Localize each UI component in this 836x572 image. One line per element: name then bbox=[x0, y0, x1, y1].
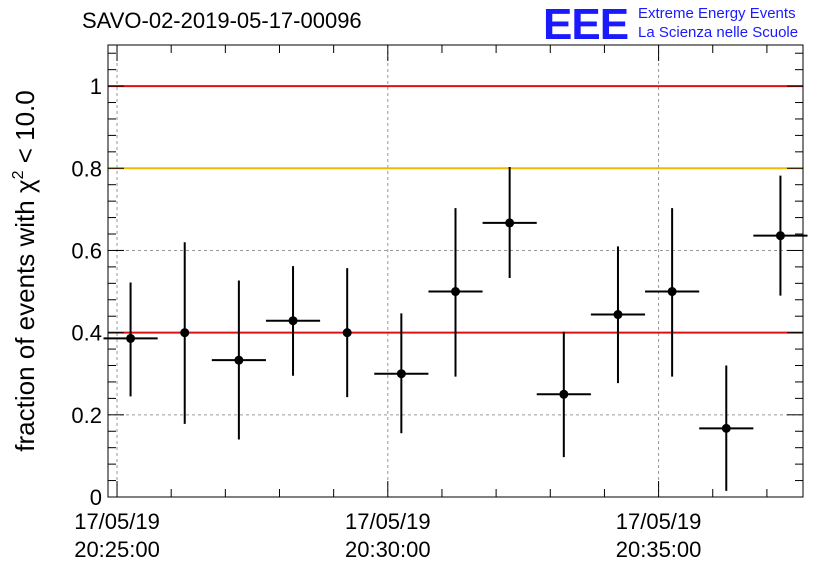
data-point bbox=[342, 328, 352, 338]
x-tick-label-time: 20:30:00 bbox=[345, 537, 431, 562]
eee-logo-text: Extreme Energy Events La Scienza nelle S… bbox=[638, 4, 798, 42]
y-tick-label: 1 bbox=[90, 74, 102, 99]
y-axis-label-threshold: < 10.0 bbox=[10, 90, 40, 170]
data-point bbox=[775, 231, 785, 241]
data-point bbox=[559, 389, 569, 399]
y-tick-label: 0 bbox=[90, 485, 102, 510]
data-point bbox=[288, 316, 298, 326]
eee-logo-mark: EEE bbox=[543, 0, 629, 49]
x-tick-label-date: 17/05/19 bbox=[616, 509, 702, 534]
logo-line-2: La Scienza nelle Scuole bbox=[638, 24, 799, 41]
x-tick-label-date: 17/05/19 bbox=[74, 509, 160, 534]
y-axis-label: fraction of events with χ2 < 10.0 bbox=[10, 90, 40, 451]
y-axis-label-superscript: 2 bbox=[10, 170, 27, 179]
data-point bbox=[505, 218, 515, 228]
x-tick-label-time: 20:25:00 bbox=[74, 537, 160, 562]
y-tick-label: 0.6 bbox=[71, 238, 102, 263]
chart-title: SAVO-02-2019-05-17-00096 bbox=[82, 8, 362, 33]
data-point bbox=[451, 287, 460, 297]
y-tick-label: 0.4 bbox=[71, 321, 102, 346]
eee-logo: EEE Extreme Energy Events La Scienza nel… bbox=[543, 2, 833, 48]
y-axis-label-text: fraction of events with χ bbox=[10, 179, 40, 452]
y-tick-label: 0.8 bbox=[71, 156, 102, 181]
x-tick-label-date: 17/05/19 bbox=[345, 509, 431, 534]
data-point bbox=[721, 423, 731, 433]
plot-frame bbox=[107, 44, 804, 498]
data-point bbox=[234, 355, 244, 365]
data-point bbox=[180, 328, 190, 338]
x-tick-label-time: 20:35:00 bbox=[616, 537, 702, 562]
data-point bbox=[667, 287, 677, 297]
data-point bbox=[613, 310, 623, 320]
y-tick-label: 0.2 bbox=[71, 403, 102, 428]
data-point bbox=[126, 333, 136, 343]
logo-line-1: Extreme Energy Events bbox=[638, 5, 796, 22]
data-point bbox=[396, 369, 406, 379]
